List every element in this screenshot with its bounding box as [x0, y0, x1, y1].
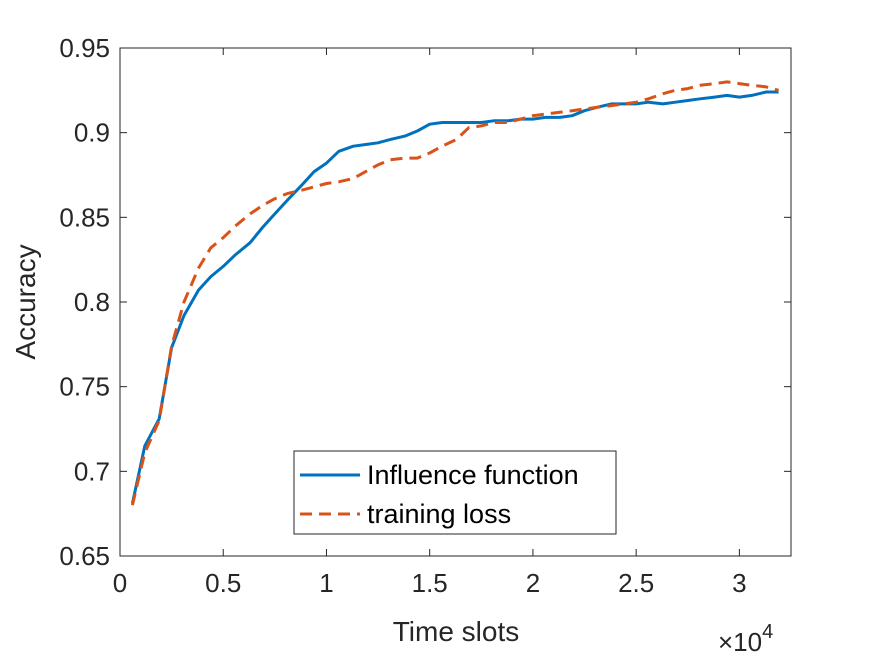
y-axis-label: Accuracy: [10, 244, 41, 359]
legend: Influence function training loss: [293, 450, 617, 535]
series-group: [130, 80, 779, 506]
x-axis-label: Time slots: [393, 616, 520, 647]
x-axis-ticks: 0 0.5 1 1.5 2 2.5 3: [113, 48, 747, 598]
y-tick-label: 0.7: [74, 456, 110, 486]
series-line-influence-function: [130, 90, 779, 504]
x-tick-label: 2: [526, 568, 540, 598]
legend-label-influence: Influence function: [367, 460, 579, 490]
x-tick-label: 0.5: [205, 568, 241, 598]
y-tick-label: 0.75: [59, 372, 110, 402]
y-tick-label: 0.95: [59, 33, 110, 63]
x-axis-exponent: ×104: [718, 621, 773, 656]
x-tick-label: 1.5: [412, 568, 448, 598]
x-axis-exponent-base: ×10: [718, 627, 762, 656]
y-tick-label: 0.9: [74, 118, 110, 148]
x-tick-label: 3: [732, 568, 746, 598]
series-line-training-loss: [130, 80, 779, 506]
y-tick-label: 0.85: [59, 202, 110, 232]
x-tick-label: 1: [319, 568, 333, 598]
legend-box: [293, 450, 617, 535]
y-axis-ticks: 0.65 0.7 0.75 0.8 0.85 0.9 0.95: [59, 33, 791, 571]
x-tick-label: 2.5: [618, 568, 654, 598]
y-tick-label: 0.8: [74, 287, 110, 317]
legend-label-training-loss: training loss: [367, 499, 511, 529]
x-tick-label: 0: [113, 568, 127, 598]
y-tick-label: 0.65: [59, 541, 110, 571]
x-axis-exponent-power: 4: [762, 621, 773, 643]
